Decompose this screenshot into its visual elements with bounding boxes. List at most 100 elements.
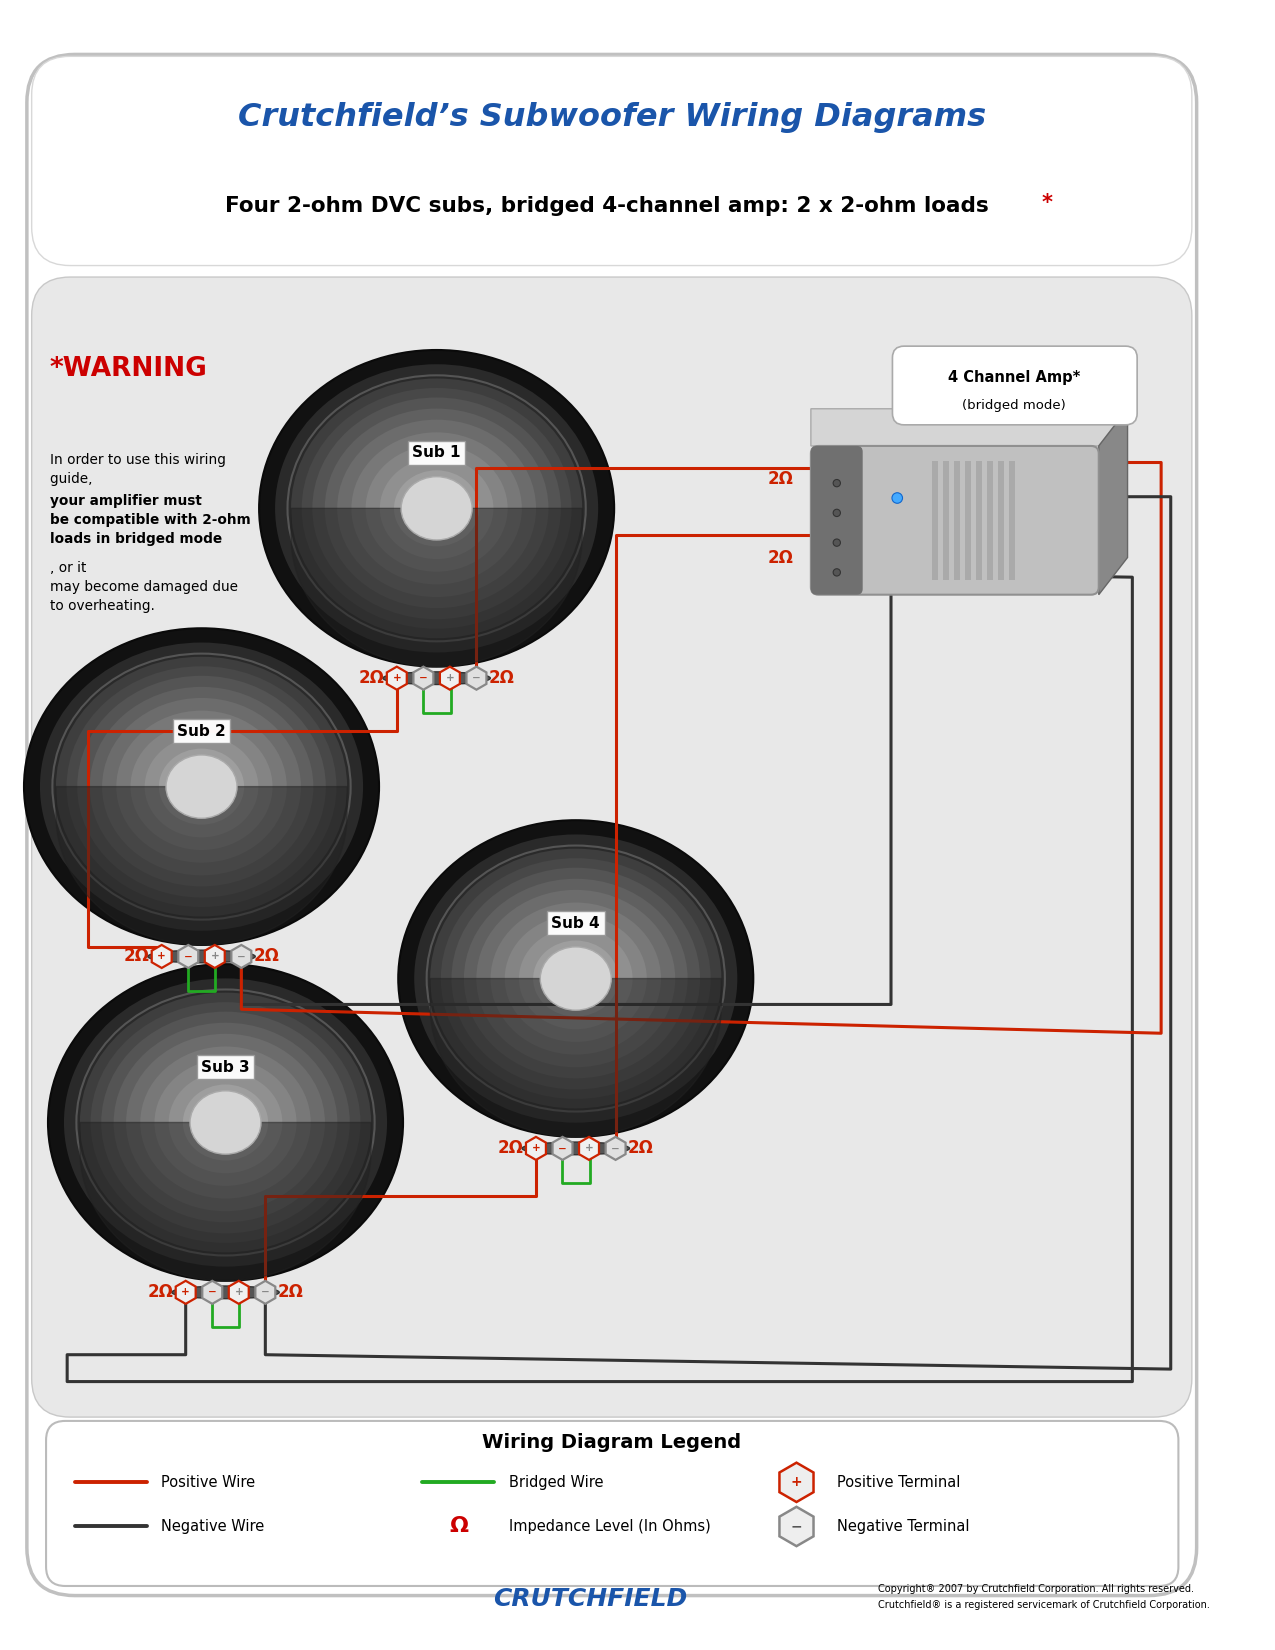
Text: −: − [611, 1143, 620, 1153]
Ellipse shape [40, 642, 363, 931]
Polygon shape [152, 945, 172, 969]
Text: +: + [393, 673, 402, 683]
Ellipse shape [89, 686, 314, 886]
Ellipse shape [148, 950, 255, 964]
Text: −: − [558, 1143, 567, 1153]
FancyBboxPatch shape [811, 446, 863, 594]
Ellipse shape [547, 954, 604, 1003]
Ellipse shape [144, 736, 259, 837]
Circle shape [833, 510, 840, 516]
Ellipse shape [291, 378, 583, 639]
Text: Negative Terminal: Negative Terminal [836, 1520, 969, 1534]
Text: +: + [532, 1143, 541, 1153]
Text: In order to use this wiring
guide,: In order to use this wiring guide, [50, 452, 226, 485]
Ellipse shape [64, 978, 388, 1267]
Text: 2Ω: 2Ω [488, 670, 515, 686]
Text: 2Ω: 2Ω [358, 670, 384, 686]
Ellipse shape [154, 1059, 297, 1186]
Text: 2Ω: 2Ω [254, 947, 279, 965]
Ellipse shape [398, 820, 754, 1137]
Text: Negative Wire: Negative Wire [161, 1520, 264, 1534]
Ellipse shape [312, 398, 561, 619]
Ellipse shape [101, 1011, 349, 1233]
Ellipse shape [451, 868, 700, 1089]
Text: 2Ω: 2Ω [768, 548, 793, 566]
Text: −: − [237, 952, 246, 962]
FancyBboxPatch shape [32, 277, 1192, 1417]
Polygon shape [179, 945, 198, 969]
Bar [1009, 460, 1015, 579]
Text: −: − [261, 1287, 270, 1297]
Ellipse shape [113, 1023, 338, 1223]
Text: Wiring Diagram Legend: Wiring Diagram Legend [482, 1432, 741, 1452]
Ellipse shape [159, 749, 244, 825]
Polygon shape [779, 1462, 813, 1502]
Circle shape [833, 569, 840, 576]
Ellipse shape [66, 667, 337, 908]
Circle shape [892, 493, 903, 503]
Text: Sub 3: Sub 3 [201, 1059, 250, 1074]
Ellipse shape [352, 432, 521, 584]
Ellipse shape [491, 903, 660, 1054]
Ellipse shape [505, 916, 646, 1041]
Text: +: + [210, 952, 219, 962]
Bar [998, 460, 1005, 579]
Polygon shape [205, 945, 224, 969]
Ellipse shape [130, 723, 273, 850]
Bar [965, 460, 972, 579]
Polygon shape [779, 1506, 813, 1546]
Ellipse shape [24, 629, 379, 945]
Text: 4 Channel Amp*: 4 Channel Amp* [949, 370, 1080, 386]
Ellipse shape [173, 761, 230, 812]
Text: Four 2-ohm DVC subs, bridged 4-channel amp: 2 x 2-ohm loads: Four 2-ohm DVC subs, bridged 4-channel a… [226, 196, 989, 216]
Ellipse shape [102, 698, 301, 874]
Polygon shape [430, 978, 722, 1137]
Ellipse shape [78, 676, 326, 898]
Ellipse shape [172, 1285, 279, 1299]
Text: Copyright® 2007 by Crutchfield Corporation. All rights reserved.
Crutchfield® is: Copyright® 2007 by Crutchfield Corporati… [878, 1584, 1210, 1610]
Text: 2Ω: 2Ω [768, 470, 793, 488]
Ellipse shape [408, 483, 465, 533]
Text: +: + [181, 1287, 190, 1297]
Text: Crutchfield’s Subwoofer Wiring Diagrams: Crutchfield’s Subwoofer Wiring Diagrams [237, 102, 986, 134]
Text: −: − [472, 673, 481, 683]
Text: Positive Wire: Positive Wire [161, 1475, 255, 1490]
Bar [975, 460, 982, 579]
Text: 2Ω: 2Ω [629, 1140, 654, 1157]
Bar [954, 460, 960, 579]
Ellipse shape [56, 657, 347, 916]
Text: your amplifier must
be compatible with 2-ohm
loads in bridged mode: your amplifier must be compatible with 2… [50, 493, 251, 546]
Ellipse shape [80, 993, 371, 1252]
Ellipse shape [182, 1084, 268, 1160]
Ellipse shape [366, 446, 507, 571]
FancyBboxPatch shape [892, 346, 1137, 424]
Ellipse shape [382, 672, 491, 685]
Ellipse shape [414, 835, 737, 1122]
Ellipse shape [533, 940, 618, 1016]
Polygon shape [811, 409, 1127, 446]
Text: −: − [790, 1520, 802, 1533]
Ellipse shape [91, 1002, 361, 1242]
Polygon shape [1099, 409, 1127, 594]
Text: +: + [585, 1143, 593, 1153]
Text: 2Ω: 2Ω [497, 1140, 524, 1157]
Text: Impedance Level (In Ohms): Impedance Level (In Ohms) [509, 1520, 710, 1534]
Polygon shape [413, 667, 434, 690]
Text: Sub 4: Sub 4 [552, 916, 601, 931]
Ellipse shape [380, 457, 493, 559]
Text: 2Ω: 2Ω [278, 1284, 303, 1302]
Polygon shape [255, 1280, 275, 1304]
Polygon shape [606, 1137, 626, 1160]
Ellipse shape [477, 889, 676, 1068]
Ellipse shape [126, 1035, 325, 1211]
Ellipse shape [394, 470, 479, 546]
Ellipse shape [302, 388, 571, 629]
Ellipse shape [166, 756, 237, 818]
Ellipse shape [48, 964, 403, 1280]
Text: +: + [235, 1287, 244, 1297]
Text: 2Ω: 2Ω [148, 1284, 173, 1302]
Bar [942, 460, 949, 579]
Text: +: + [157, 952, 166, 962]
Ellipse shape [402, 477, 472, 540]
Polygon shape [176, 1280, 195, 1304]
